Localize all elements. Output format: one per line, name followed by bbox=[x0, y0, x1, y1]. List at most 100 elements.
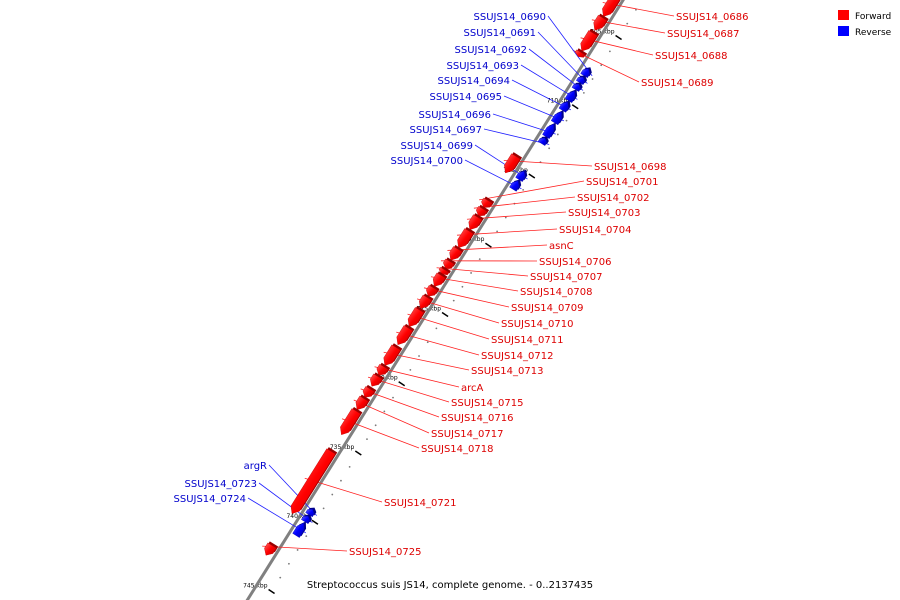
gene-labels: SSUJS14_0686 SSUJS14_0687 SSUJS14_0688 SSUJ… bbox=[174, 12, 749, 558]
gene-arrow-ssujs14-0693[interactable] bbox=[564, 90, 576, 103]
gene-label-ssujs14-0690[interactable]: SSUJS14_0690 bbox=[474, 12, 547, 23]
gene-arrow-ssujs14-0716[interactable] bbox=[362, 386, 375, 398]
gene-arrow-ssujs14-0723[interactable] bbox=[301, 515, 311, 525]
gene-label-ssujs14-0704[interactable]: SSUJS14_0704 bbox=[559, 225, 632, 236]
gene-arrow-ssujs14-0698[interactable] bbox=[504, 153, 521, 174]
minor-tick bbox=[548, 147, 551, 150]
gene-label-ssujs14-0706[interactable]: SSUJS14_0706 bbox=[539, 257, 612, 268]
gene-label-ssujs14-0702[interactable]: SSUJS14_0702 bbox=[577, 193, 650, 204]
gene-label-ssujs14-0716[interactable]: SSUJS14_0716 bbox=[441, 413, 514, 424]
gene-label-ssujs14-0692[interactable]: SSUJS14_0692 bbox=[455, 45, 528, 56]
gene-arrow-ssujs14-0718[interactable] bbox=[340, 408, 361, 435]
gene-arrow-ssujs14-0700[interactable] bbox=[509, 180, 520, 192]
label-leader bbox=[483, 128, 550, 145]
gene-arrow-ssujs14-0690[interactable] bbox=[580, 68, 591, 79]
minor-tick bbox=[374, 424, 377, 427]
minor-tick bbox=[418, 355, 420, 357]
gene-arrow-ssujs14-0712[interactable] bbox=[396, 325, 413, 345]
gene-arrow-arca[interactable] bbox=[376, 363, 389, 376]
label-leader bbox=[528, 48, 584, 91]
gene-arrow-ssujs14-0694[interactable] bbox=[558, 101, 569, 113]
gene-label-ssujs14-0700[interactable]: SSUJS14_0700 bbox=[391, 156, 464, 167]
gene-arrow-ssujs14-0691[interactable] bbox=[576, 76, 586, 85]
gene-arrow-ssujs14-0717[interactable] bbox=[355, 395, 369, 411]
minor-tick bbox=[478, 258, 481, 260]
gene-label-ssujs14-0710[interactable]: SSUJS14_0710 bbox=[501, 319, 574, 330]
gene-arrow-ssujs14-0688[interactable] bbox=[580, 30, 598, 52]
gene-label-ssujs14-0717[interactable]: SSUJS14_0717 bbox=[431, 429, 504, 440]
gene-arrow-ssujs14-0689[interactable] bbox=[574, 49, 586, 58]
gene-label-ssujs14-0724[interactable]: SSUJS14_0724 bbox=[174, 494, 247, 505]
gene-label-ssujs14-0698[interactable]: SSUJS14_0698 bbox=[594, 162, 667, 173]
gene-arrow-ssujs14-0695[interactable] bbox=[550, 111, 562, 126]
gene-arrow-ssujs14-0696[interactable] bbox=[542, 123, 555, 139]
gene-arrow-ssujs14-0697[interactable] bbox=[537, 137, 548, 146]
minor-tick bbox=[426, 341, 429, 344]
gene-arrow-ssujs14-0703[interactable] bbox=[468, 214, 483, 230]
gene-label-ssujs14-0686[interactable]: SSUJS14_0686 bbox=[676, 12, 749, 23]
gene-label-ssujs14-0712[interactable]: SSUJS14_0712 bbox=[481, 351, 554, 362]
gene-arrow-ssujs14-0724[interactable] bbox=[292, 522, 305, 538]
gene-label-ssujs14-0694[interactable]: SSUJS14_0694 bbox=[438, 76, 511, 87]
gene-arrow-ssujs14-0702[interactable] bbox=[475, 206, 488, 217]
gene-label-ssujs14-0713[interactable]: SSUJS14_0713 bbox=[471, 366, 544, 377]
label-leader bbox=[258, 482, 313, 523]
legend-label-forward: Forward bbox=[855, 12, 891, 22]
gene-arrow-ssujs14-0721[interactable] bbox=[290, 448, 336, 514]
gene-arrow-ssujs14-0701[interactable] bbox=[481, 197, 493, 208]
gene-arrow-ssujs14-0710[interactable] bbox=[419, 294, 432, 309]
gene-arrow-ssujs14-0708[interactable] bbox=[432, 272, 446, 287]
label-leader bbox=[479, 180, 585, 201]
label-leader bbox=[473, 196, 576, 209]
genome-backbone bbox=[245, 0, 625, 600]
gene-arrow-ssujs14-0711[interactable] bbox=[407, 307, 425, 327]
gene-label-ssujs14-0697[interactable]: SSUJS14_0697 bbox=[410, 125, 483, 136]
gene-features bbox=[264, 0, 621, 556]
gene-arrow-ssujs14-0699[interactable] bbox=[515, 170, 526, 182]
gene-arrow-ssujs14-0706[interactable] bbox=[443, 258, 455, 269]
legend-label-reverse: Reverse bbox=[855, 28, 892, 38]
gene-label-ssujs14-0707[interactable]: SSUJS14_0707 bbox=[530, 272, 603, 283]
gene-arrow-asnc[interactable] bbox=[449, 246, 463, 261]
gene-label-ssujs14-0687[interactable]: SSUJS14_0687 bbox=[667, 29, 740, 40]
gene-arrow-ssujs14-0687[interactable] bbox=[593, 14, 608, 31]
gene-label-ssujs14-0693[interactable]: SSUJS14_0693 bbox=[447, 61, 520, 72]
label-leader bbox=[547, 15, 593, 77]
legend-swatch-forward bbox=[838, 10, 849, 20]
gene-label-ssujs14-0703[interactable]: SSUJS14_0703 bbox=[568, 208, 641, 219]
gene-label-ssujs14-0708[interactable]: SSUJS14_0708 bbox=[520, 287, 593, 298]
gene-label-ssujs14-0721[interactable]: SSUJS14_0721 bbox=[384, 498, 457, 509]
minor-tick bbox=[383, 410, 386, 413]
label-leader bbox=[436, 267, 529, 277]
gene-label-ssujs14-0689[interactable]: SSUJS14_0689 bbox=[641, 78, 714, 89]
gene-label-ssujs14-0701[interactable]: SSUJS14_0701 bbox=[586, 177, 659, 188]
gene-arrow-ssujs14-0713[interactable] bbox=[383, 344, 401, 366]
gene-label-arca[interactable]: arcA bbox=[461, 383, 484, 394]
gene-label-argr[interactable]: argR bbox=[244, 461, 267, 472]
gene-arrow-ssujs14-0692[interactable] bbox=[571, 83, 581, 92]
minor-tick bbox=[626, 22, 629, 25]
major-tick bbox=[571, 104, 579, 110]
gene-arrow-ssujs14-0725[interactable] bbox=[264, 542, 277, 556]
gene-label-ssujs14-0711[interactable]: SSUJS14_0711 bbox=[491, 335, 564, 346]
minor-tick bbox=[591, 78, 594, 80]
gene-label-ssujs14-0696[interactable]: SSUJS14_0696 bbox=[419, 110, 492, 121]
gene-label-ssujs14-0723[interactable]: SSUJS14_0723 bbox=[185, 479, 258, 490]
gene-label-ssujs14-0695[interactable]: SSUJS14_0695 bbox=[430, 92, 503, 103]
gene-label-ssujs14-0699[interactable]: SSUJS14_0699 bbox=[401, 141, 474, 152]
gene-arrow-ssujs14-0715[interactable] bbox=[370, 373, 383, 387]
minor-tick bbox=[348, 465, 351, 468]
gene-label-ssujs14-0709[interactable]: SSUJS14_0709 bbox=[511, 303, 584, 314]
minor-tick bbox=[322, 507, 325, 510]
gene-arrow-argr[interactable] bbox=[305, 508, 315, 518]
gene-arrow-ssujs14-0686[interactable] bbox=[602, 0, 620, 17]
gene-label-ssujs14-0688[interactable]: SSUJS14_0688 bbox=[655, 51, 728, 62]
gene-label-asnc[interactable]: asnC bbox=[549, 241, 574, 252]
gene-label-ssujs14-0718[interactable]: SSUJS14_0718 bbox=[421, 444, 494, 455]
major-tick bbox=[528, 173, 536, 179]
gene-label-ssujs14-0725[interactable]: SSUJS14_0725 bbox=[349, 547, 422, 558]
gene-label-ssujs14-0691[interactable]: SSUJS14_0691 bbox=[464, 28, 537, 39]
gene-arrow-ssujs14-0704[interactable] bbox=[457, 228, 474, 249]
gene-label-ssujs14-0715[interactable]: SSUJS14_0715 bbox=[451, 398, 524, 409]
gene-arrow-ssujs14-0709[interactable] bbox=[426, 284, 438, 297]
